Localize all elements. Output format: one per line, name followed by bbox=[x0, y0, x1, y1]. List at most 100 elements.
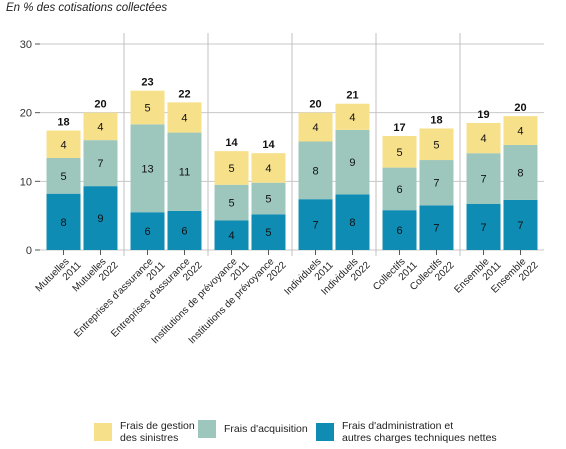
data-label-gestion: 5 bbox=[144, 103, 150, 115]
total-label: 20 bbox=[309, 99, 321, 111]
legend-item-administration: Frais d'administration et autres charges… bbox=[316, 420, 497, 444]
bar-segment-administration bbox=[503, 199, 538, 250]
data-label-administration: 5 bbox=[265, 227, 271, 239]
bar-segment-administration bbox=[251, 214, 286, 250]
bar-segment-acquisition bbox=[251, 182, 286, 215]
data-label-acquisition: 8 bbox=[517, 167, 523, 179]
bar-segment-acquisition bbox=[130, 124, 165, 213]
data-label-acquisition: 5 bbox=[228, 198, 234, 210]
bar-segment-administration bbox=[130, 212, 165, 250]
data-label-gestion: 5 bbox=[396, 147, 402, 159]
data-label-gestion: 5 bbox=[228, 163, 234, 175]
bar-segment-gestion bbox=[298, 112, 333, 142]
x-tick-label: Collectifs2022 bbox=[408, 252, 457, 301]
bar-segment-acquisition bbox=[298, 141, 333, 200]
y-tick-label: 10 bbox=[20, 176, 32, 188]
legend-swatch-administration bbox=[316, 423, 334, 441]
bar-segment-administration bbox=[46, 193, 81, 250]
bar-segment-administration bbox=[466, 203, 501, 250]
data-label-administration: 8 bbox=[60, 217, 66, 229]
legend-item-gestion: Frais de gestion des sinistres bbox=[94, 420, 195, 444]
data-label-acquisition: 6 bbox=[396, 184, 402, 196]
x-tick-label: Individuels2011 bbox=[282, 252, 336, 306]
legend-label-administration: Frais d'administration et autres charges… bbox=[342, 420, 497, 444]
data-label-gestion: 4 bbox=[265, 163, 271, 175]
data-label-gestion: 4 bbox=[181, 112, 187, 124]
data-label-gestion: 4 bbox=[60, 139, 66, 151]
bar-segment-acquisition bbox=[214, 184, 249, 221]
y-tick-label: 0 bbox=[26, 245, 32, 257]
data-label-administration: 7 bbox=[480, 222, 486, 234]
data-label-gestion: 4 bbox=[312, 122, 318, 134]
bar-segment-gestion bbox=[419, 128, 454, 161]
data-label-acquisition: 11 bbox=[179, 167, 190, 179]
data-label-administration: 4 bbox=[228, 230, 234, 242]
data-label-acquisition: 7 bbox=[433, 178, 439, 190]
legend-label-acquisition: Frais d'acquisition bbox=[224, 423, 308, 435]
x-tick-label: Mutuelles2011 bbox=[34, 252, 84, 302]
data-label-administration: 8 bbox=[349, 217, 355, 229]
legend-item-acquisition: Frais d'acquisition bbox=[198, 420, 308, 438]
data-label-gestion: 4 bbox=[97, 121, 103, 133]
legend-swatch-gestion bbox=[94, 423, 112, 441]
data-label-gestion: 4 bbox=[349, 112, 355, 124]
y-tick-label: 30 bbox=[20, 39, 32, 51]
data-label-acquisition: 9 bbox=[349, 157, 355, 169]
x-tick-label: Ensemble2022 bbox=[489, 252, 541, 304]
total-label: 19 bbox=[477, 109, 489, 121]
total-label: 17 bbox=[393, 122, 405, 134]
bar-segment-gestion bbox=[83, 112, 118, 141]
data-label-acquisition: 13 bbox=[141, 163, 153, 175]
data-label-administration: 6 bbox=[144, 226, 150, 238]
bar-segment-gestion bbox=[167, 102, 202, 133]
data-label-gestion: 4 bbox=[480, 133, 486, 145]
chart-subtitle: En % des cotisations collectées bbox=[6, 2, 168, 14]
data-label-administration: 6 bbox=[181, 225, 187, 237]
total-label: 22 bbox=[178, 88, 190, 100]
bar-segment-acquisition bbox=[419, 160, 454, 206]
bar-segment-acquisition bbox=[466, 153, 501, 204]
bar-segment-gestion bbox=[503, 116, 538, 145]
bar-segment-gestion bbox=[130, 90, 165, 125]
data-label-gestion: 4 bbox=[517, 126, 523, 138]
total-label: 14 bbox=[225, 137, 238, 149]
stacked-bar-chart: 010203085418Mutuelles201197420Mutuelles2… bbox=[20, 33, 544, 346]
bar-segment-acquisition bbox=[46, 157, 81, 194]
bar-segment-gestion bbox=[214, 151, 249, 185]
total-label: 23 bbox=[141, 77, 153, 89]
bar-segment-administration bbox=[298, 199, 333, 250]
bar-segment-administration bbox=[167, 210, 202, 250]
bar-segment-gestion bbox=[335, 103, 370, 130]
total-label: 18 bbox=[57, 117, 69, 129]
bar-segment-administration bbox=[335, 194, 370, 250]
data-label-acquisition: 7 bbox=[97, 158, 103, 170]
data-label-administration: 7 bbox=[312, 220, 318, 232]
bar-segment-administration bbox=[83, 186, 118, 250]
total-label: 14 bbox=[262, 139, 275, 151]
bar-segment-gestion bbox=[382, 136, 417, 168]
total-label: 18 bbox=[430, 114, 442, 126]
bar-segment-gestion bbox=[46, 130, 81, 158]
total-label: 21 bbox=[346, 90, 358, 102]
x-tick-label: Collectifs2011 bbox=[371, 252, 420, 301]
bar-segment-administration bbox=[419, 205, 454, 250]
bar-segment-acquisition bbox=[503, 144, 538, 200]
data-label-administration: 6 bbox=[396, 225, 402, 237]
y-tick-label: 20 bbox=[20, 108, 32, 120]
bar-segment-acquisition bbox=[335, 129, 370, 195]
data-label-acquisition: 5 bbox=[265, 194, 271, 206]
bar-segment-acquisition bbox=[167, 132, 202, 211]
bar-segment-acquisition bbox=[83, 140, 118, 187]
data-label-administration: 7 bbox=[517, 220, 523, 232]
data-label-gestion: 5 bbox=[433, 139, 439, 151]
legend-label-gestion: Frais de gestion des sinistres bbox=[120, 420, 195, 444]
legend-swatch-acquisition bbox=[198, 420, 216, 438]
bar-segment-administration bbox=[382, 210, 417, 250]
data-label-acquisition: 7 bbox=[480, 174, 486, 186]
bar-segment-acquisition bbox=[382, 167, 417, 211]
data-label-acquisition: 8 bbox=[312, 165, 318, 177]
total-label: 20 bbox=[514, 102, 526, 114]
bar-segment-gestion bbox=[251, 153, 286, 183]
chart-legend: Frais de gestion des sinistres Frais d'a… bbox=[94, 420, 554, 448]
bar-segment-administration bbox=[214, 220, 249, 250]
